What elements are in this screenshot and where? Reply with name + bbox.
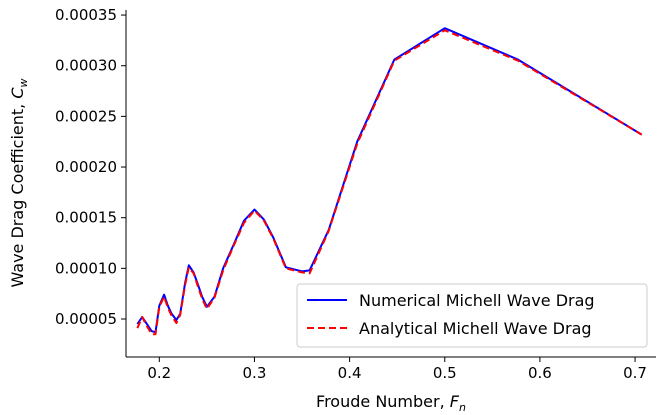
legend-label-analytical: Analytical Michell Wave Drag [359,319,592,338]
x-axis-label-symbol: F [450,392,460,411]
x-tick-label: 0.7 [623,364,647,382]
legend-box [296,283,648,348]
y-tick-label: 0.00030 [55,57,117,75]
y-tick-label: 0.00035 [55,6,117,24]
y-axis-label-symbol: C [8,87,27,99]
legend: Numerical Michell Wave Drag Analytical M… [296,283,648,348]
series-line-analytical [136,29,643,336]
series-lines [136,27,643,336]
y-tick-label: 0.00020 [55,158,117,176]
legend-label-numerical: Numerical Michell Wave Drag [359,291,595,310]
y-axis-label: Wave Drag Coefficient, Cw [8,78,30,287]
x-tick-label: 0.3 [243,364,267,382]
y-tick-label: 0.00010 [55,259,117,277]
x-tick-label: 0.2 [147,364,171,382]
y-axis-label-subscript: w [17,78,30,87]
x-tick-label: 0.4 [338,364,362,382]
x-axis-label-subscript: n [459,401,466,414]
y-axis-label-text: Wave Drag Coefficient, [8,99,27,288]
y-tick-label: 0.00025 [55,107,117,125]
x-tick-label: 0.6 [528,364,552,382]
y-ticks: 0.00005 0.00010 0.00015 0.00020 0.00025 0.000… [55,6,126,328]
x-ticks: 0.2 0.3 0.4 0.5 0.6 0.7 [147,357,647,382]
x-axis-label-text: Froude Number, [316,392,450,411]
y-tick-label: 0.00015 [55,209,117,227]
x-tick-label: 0.5 [433,364,457,382]
x-axis-label: Froude Number, Fn [316,392,466,414]
y-tick-label: 0.00005 [55,310,117,328]
